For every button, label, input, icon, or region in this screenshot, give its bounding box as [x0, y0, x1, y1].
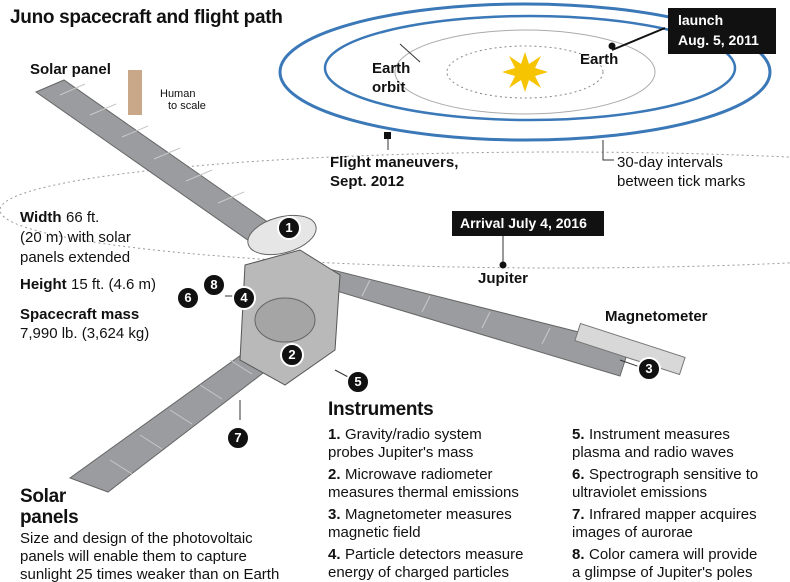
solar-heading: Solar	[20, 487, 66, 506]
spec-value: (20 m) with solar	[20, 230, 131, 245]
solar-panel-lower	[70, 345, 280, 492]
earth-label: Earth	[580, 52, 618, 67]
item-text: Gravity/radio system	[345, 427, 482, 442]
item-number: 3.	[328, 507, 341, 522]
human-figure	[128, 70, 142, 115]
item-number: 4.	[328, 547, 341, 562]
marker: 1	[277, 216, 301, 240]
earth-orbit-label: orbit	[372, 80, 405, 95]
marker: 3	[637, 357, 661, 381]
spec-value: 15 ft. (4.6 m)	[71, 277, 156, 292]
spec-value: 7,990 lb. (3,624 kg)	[20, 326, 149, 341]
spec-label: Height	[20, 277, 67, 292]
spec-label: Width	[20, 210, 62, 225]
leader	[612, 28, 665, 50]
item-text: measures thermal emissions	[328, 485, 519, 500]
item-text: probes Jupiter's mass	[328, 445, 473, 460]
marker: 2	[280, 343, 304, 367]
item-text: magnetic field	[328, 525, 421, 540]
intervals-label: between tick marks	[617, 174, 745, 189]
jupiter-label: Jupiter	[478, 271, 528, 286]
spec-value: 66 ft.	[66, 210, 99, 225]
spec-label: Spacecraft mass	[20, 307, 139, 322]
maneuver-mark	[384, 132, 391, 139]
solar-heading: panels	[20, 508, 78, 527]
item-text: ultraviolet emissions	[572, 485, 707, 500]
item-text: Color camera will provide	[589, 547, 757, 562]
marker: 5	[346, 370, 370, 394]
item-number: 5.	[572, 427, 585, 442]
magnetometer-label: Magnetometer	[605, 309, 708, 324]
item-number: 7.	[572, 507, 585, 522]
marker: 4	[232, 286, 256, 310]
item-text: Infrared mapper acquires	[589, 507, 757, 522]
item-text: images of aurorae	[572, 525, 693, 540]
item-text: Particle detectors measure	[345, 547, 523, 562]
earth-dot	[609, 43, 616, 50]
item-number: 2.	[328, 467, 341, 482]
maneuvers-label: Sept. 2012	[330, 174, 404, 189]
solar-text: Size and design of the photovoltaic	[20, 531, 253, 546]
item-number: 1.	[328, 427, 341, 442]
solar-text: panels will enable them to capture	[20, 549, 247, 564]
item-text: a glimpse of Jupiter's poles	[572, 565, 752, 580]
intervals-label: 30-day intervals	[617, 155, 723, 170]
jupiter-dot	[500, 262, 507, 269]
infographic: Juno spacecraft and flight path Solar pan…	[0, 0, 790, 582]
human-label: Human	[160, 89, 195, 100]
spec-value: panels extended	[20, 250, 130, 265]
title: Juno spacecraft and flight path	[10, 8, 283, 27]
item-text: Magnetometer measures	[345, 507, 512, 522]
earth-orbit-label: Earth	[372, 61, 410, 76]
marker: 6	[176, 286, 200, 310]
leader	[603, 140, 614, 160]
marker: 7	[226, 426, 250, 450]
solar-panel-label: Solar panel	[30, 62, 111, 77]
item-text: Microwave radiometer	[345, 467, 493, 482]
human-label: to scale	[168, 101, 206, 112]
item-text: energy of charged particles	[328, 565, 509, 580]
marker: 8	[202, 273, 226, 297]
instruments-heading: Instruments	[328, 400, 433, 419]
launch-label: launch	[678, 13, 723, 27]
item-number: 6.	[572, 467, 585, 482]
arrival-label: Arrival July 4, 2016	[460, 216, 587, 230]
item-text: Spectrograph sensitive to	[589, 467, 758, 482]
launch-label: Aug. 5, 2011	[678, 33, 759, 47]
item-text: Instrument measures	[589, 427, 730, 442]
item-number: 8.	[572, 547, 585, 562]
solar-panel-right	[310, 268, 630, 376]
vault	[255, 298, 315, 342]
item-text: plasma and radio waves	[572, 445, 734, 460]
maneuvers-label: Flight maneuvers,	[330, 155, 458, 170]
solar-text: sunlight 25 times weaker than on Earth	[20, 567, 279, 582]
sun	[502, 52, 548, 92]
